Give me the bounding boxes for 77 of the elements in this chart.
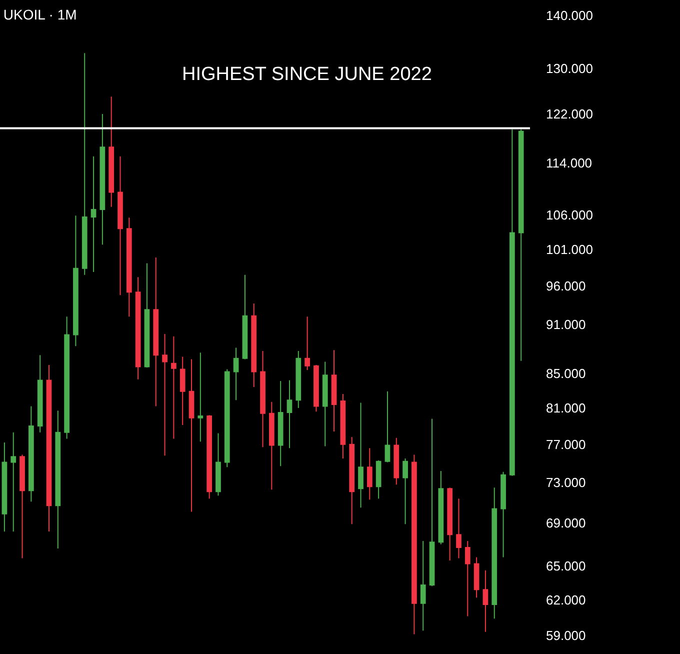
candlestick: [474, 556, 480, 598]
y-tick-label: 65.000: [546, 558, 586, 574]
y-tick-label: 101.000: [546, 242, 593, 258]
candlestick: [188, 358, 194, 512]
candlestick: [46, 364, 52, 532]
candlestick: [180, 356, 186, 426]
candlestick: [349, 436, 355, 525]
y-tick-label: 62.000: [546, 592, 586, 608]
candlestick: [37, 354, 43, 433]
candlestick: [64, 316, 70, 440]
candlestick: [144, 262, 150, 368]
candlestick: [322, 361, 328, 447]
candlestick: [492, 487, 498, 620]
candlestick: [412, 454, 417, 635]
y-tick-label: 130.000: [546, 60, 593, 76]
candlestick: [464, 540, 470, 617]
candlestick: [242, 274, 248, 360]
y-tick-label: 73.000: [546, 475, 586, 490]
candlestick: [278, 380, 284, 467]
candlestick: [402, 458, 408, 525]
y-tick-label: 69.000: [546, 516, 586, 531]
candlestick: [233, 347, 239, 401]
candlestick: [28, 406, 34, 502]
candlestick: [384, 390, 390, 463]
candlestick: [126, 217, 132, 318]
candlestick: [376, 460, 382, 500]
candlestick: [153, 256, 159, 407]
candlestick: [340, 393, 346, 459]
candlestick: [366, 448, 372, 500]
candlestick: [482, 570, 488, 632]
candlestick: [500, 471, 506, 558]
candlestick: [438, 470, 444, 545]
candlestick: [510, 128, 515, 476]
y-tick-label: 122.000: [546, 106, 593, 122]
candlestick: [286, 380, 292, 449]
candlestick: [304, 316, 310, 371]
candlestick: [251, 302, 257, 388]
candlestick: [358, 402, 364, 508]
candlestick: [269, 401, 274, 490]
candlestick: [90, 156, 96, 272]
candlestick: [73, 215, 78, 347]
candlestick: [518, 128, 524, 362]
candlestick: [314, 364, 319, 412]
text: UKOIL · 1M: [3, 6, 77, 23]
y-tick-label: 106.000: [546, 207, 593, 222]
y-tick-label: 96.000: [546, 278, 586, 294]
y-tick-label: 140.000: [546, 8, 593, 23]
candlestick: [260, 350, 266, 448]
candlestick: [162, 333, 168, 456]
y-tick-label: 77.000: [546, 436, 586, 452]
ref-line-label: HIGHEST SINCE JUNE 2022: [182, 64, 432, 85]
candlestick: [20, 454, 25, 559]
candlestick: [82, 52, 88, 276]
y-tick-label: 59.000: [546, 628, 586, 644]
candlestick: [216, 432, 221, 496]
y-tick-label: 81.000: [546, 400, 586, 416]
candlestick: [171, 336, 176, 440]
candlestick: [394, 437, 400, 486]
candlestick: [2, 442, 8, 532]
candlestick: [224, 368, 230, 468]
candlestick: [206, 414, 212, 500]
candlestick: [447, 487, 453, 561]
y-tick-label: 114.000: [546, 155, 592, 170]
candlestick: [135, 276, 141, 380]
candlestick: [331, 350, 337, 432]
candlestick: [456, 498, 462, 559]
candlestick: [10, 432, 16, 532]
candlestick: [108, 96, 114, 208]
y-tick-label: 85.000: [546, 366, 586, 381]
candlestick: [198, 352, 204, 442]
candlestick: [429, 418, 435, 587]
candlestick: [296, 350, 302, 409]
y-tick-label: 91.000: [546, 317, 586, 332]
candlestick: [55, 410, 61, 550]
candlestick: [100, 114, 106, 246]
candlestick: [118, 156, 123, 296]
candlestick: [420, 540, 426, 632]
